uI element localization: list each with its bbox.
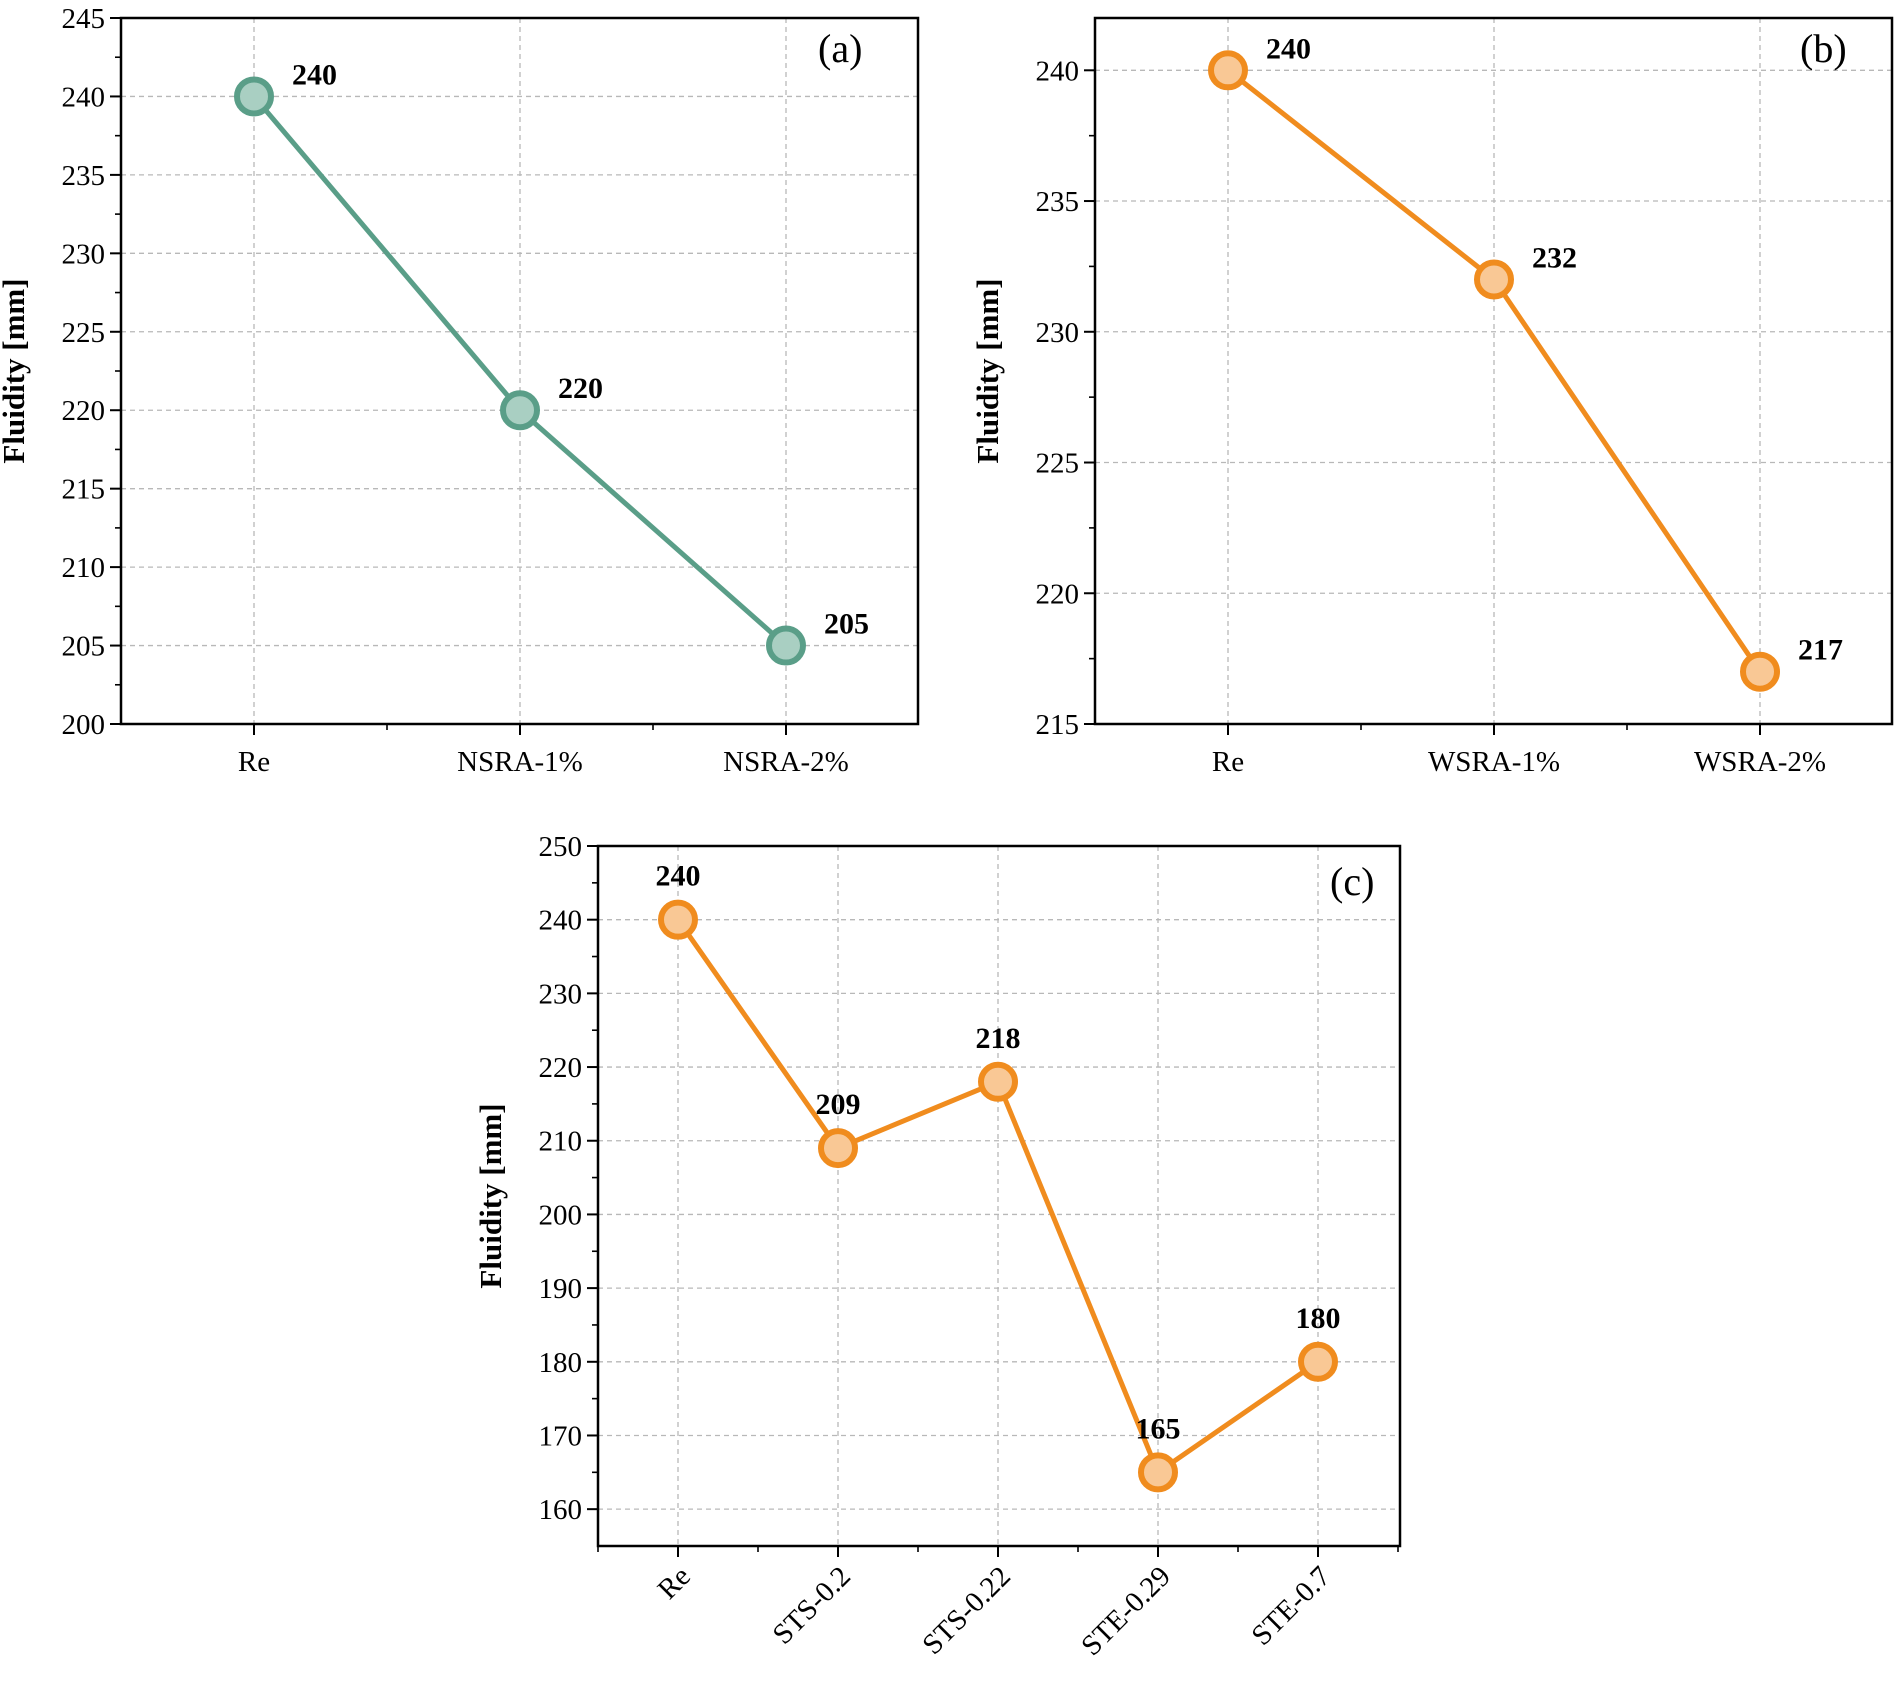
x-tick-label: WSRA-1%	[1428, 746, 1560, 778]
data-point	[766, 625, 806, 666]
x-tick-label: NSRA-1%	[457, 746, 583, 778]
y-tick-label: 240	[539, 905, 583, 937]
panel-label: (a)	[818, 26, 862, 71]
y-tick-label: 160	[539, 1494, 583, 1526]
y-tick-label: 215	[62, 474, 106, 506]
y-tick-label: 230	[1036, 317, 1080, 349]
x-tick-label: STE-0.7	[1245, 1560, 1337, 1652]
y-tick-label: 190	[539, 1273, 583, 1305]
y-tick-label: 220	[1036, 578, 1080, 610]
data-point	[1740, 651, 1780, 692]
data-point	[818, 1128, 858, 1169]
data-point	[978, 1061, 1018, 1102]
y-tick-label: 220	[62, 395, 106, 427]
y-tick-label: 235	[62, 160, 106, 192]
x-tick-label: STS-0.22	[916, 1560, 1017, 1661]
y-tick-label: 205	[62, 631, 106, 663]
y-tick-label: 235	[1036, 186, 1080, 218]
gridlines	[598, 846, 1400, 1546]
data-point	[1474, 259, 1514, 300]
data-label: 240	[656, 860, 701, 893]
y-axis-title: Fluidity [mm]	[970, 278, 1005, 463]
x-tick-label: WSRA-2%	[1694, 746, 1826, 778]
y-axis-title: Fluidity [mm]	[473, 1103, 508, 1288]
data-point	[1298, 1341, 1338, 1382]
x-axis: Re WSRA-1% WSRA-2%	[1212, 724, 1826, 778]
y-axis: 160 170 180 190 200 210 220 230 240 250	[539, 831, 598, 1526]
y-tick-label: 225	[1036, 448, 1080, 480]
y-tick-label: 215	[1036, 709, 1080, 741]
y-axis: 200 205 210 215 220 225 230 235 240 245	[62, 3, 121, 741]
x-tick-label: STS-0.2	[767, 1560, 857, 1650]
panel-label: (b)	[1800, 26, 1847, 71]
y-tick-label: 210	[539, 1126, 583, 1158]
data-label: 232	[1532, 241, 1577, 274]
gridlines	[121, 18, 918, 724]
y-tick-label: 230	[62, 238, 106, 270]
y-tick-label: 225	[62, 317, 106, 349]
data-label: 180	[1296, 1302, 1341, 1335]
chart-panel-c: 160 170 180 190 200 210 220 230 240 250 Re STS-0.2 S…	[473, 831, 1402, 1662]
data-label: 218	[976, 1022, 1021, 1055]
data-label: 217	[1798, 634, 1843, 667]
y-tick-label: 220	[539, 1052, 583, 1084]
data-label: 205	[824, 608, 869, 641]
y-tick-label: 230	[539, 978, 583, 1010]
x-tick-label: Re	[1212, 746, 1244, 778]
x-axis: Re STS-0.2 STS-0.22 STE-0.29 STE-0.7	[597, 1546, 1399, 1662]
x-tick-label: NSRA-2%	[723, 746, 849, 778]
x-tick-label: STE-0.29	[1075, 1560, 1177, 1662]
chart-panel-a: 200 205 210 215 220 225 230 235 240 245 Re NSRA-1% N…	[0, 3, 920, 778]
y-axis-title: Fluidity [mm]	[0, 278, 31, 463]
y-tick-label: 240	[62, 81, 106, 113]
y-tick-label: 210	[62, 552, 106, 584]
y-tick-label: 200	[62, 709, 106, 741]
y-tick-label: 170	[539, 1420, 583, 1452]
y-axis: 215 220 225 230 235 240	[1036, 55, 1095, 741]
gridlines	[1095, 18, 1892, 724]
y-tick-label: 240	[1036, 55, 1080, 87]
chart-panel-b: 215 220 225 230 235 240 Re WSRA-1% WSRA-2% Fluidi…	[970, 16, 1894, 778]
data-point	[234, 76, 274, 117]
data-label: 209	[816, 1088, 861, 1121]
data-label: 165	[1136, 1412, 1181, 1445]
y-tick-label: 200	[539, 1199, 583, 1231]
x-tick-label: Re	[238, 746, 270, 778]
data-label: 220	[558, 372, 603, 405]
y-tick-label: 245	[62, 3, 106, 35]
data-point	[1138, 1452, 1178, 1493]
data-point	[1208, 50, 1248, 91]
data-label: 240	[292, 58, 337, 91]
data-point	[500, 390, 540, 431]
y-tick-label: 180	[539, 1347, 583, 1379]
y-tick-label: 250	[539, 831, 583, 863]
data-point	[658, 899, 698, 940]
panel-label: (c)	[1330, 859, 1374, 904]
plot-frame	[596, 844, 1402, 1548]
x-axis: Re NSRA-1% NSRA-2%	[238, 724, 849, 778]
data-label: 240	[1266, 32, 1311, 65]
x-tick-label: Re	[652, 1560, 697, 1605]
